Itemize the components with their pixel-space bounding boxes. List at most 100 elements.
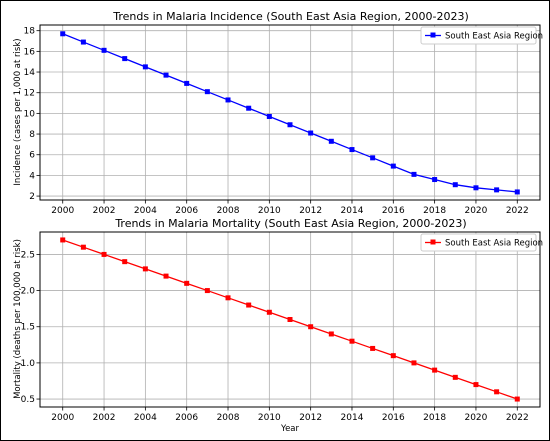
mortality-x-tick-label: 2016 <box>382 413 405 423</box>
incidence-y-axis-label: Incidence (cases per 1,000 at risk) <box>13 38 23 185</box>
incidence-markers <box>60 31 520 195</box>
incidence-legend-box <box>420 26 537 45</box>
mortality-data-point <box>287 317 293 322</box>
incidence-data-point <box>390 163 396 169</box>
incidence-x-tick-label: 2008 <box>217 206 240 216</box>
incidence-data-point <box>494 187 500 193</box>
incidence-data-point <box>184 80 190 86</box>
mortality-legend: South East Asia Region <box>420 233 543 252</box>
mortality-data-point <box>225 295 231 301</box>
mortality-x-tick-label: 2006 <box>175 413 198 423</box>
mortality-x-tick-label: 2020 <box>464 413 487 423</box>
incidence-grid <box>40 25 540 200</box>
incidence-x-tick-label: 2010 <box>258 206 281 216</box>
mortality-data-point <box>204 288 210 294</box>
incidence-data-point <box>473 185 479 191</box>
incidence-legend-label: South East Asia Region <box>445 32 543 42</box>
incidence-x-tick-label: 2018 <box>423 206 446 216</box>
incidence-data-point <box>266 113 272 119</box>
incidence-y-tick-label: 4 <box>29 171 35 181</box>
incidence-x-tick-label: 2020 <box>464 206 487 216</box>
mortality-y-tick-label: 1.5 <box>21 323 35 333</box>
incidence-data-point <box>328 138 334 144</box>
mortality-grid <box>40 232 540 407</box>
incidence-x-tick-label: 2002 <box>93 206 116 216</box>
mortality-data-point <box>473 382 479 388</box>
mortality-data-point <box>246 302 252 308</box>
incidence-x-tick-label: 2022 <box>506 206 529 216</box>
mortality-y-ticks: 0.5 1.0 1.5 2.0 2.5 <box>21 250 40 405</box>
incidence-data-point <box>163 72 169 78</box>
mortality-markers <box>60 237 520 402</box>
incidence-chart: Trends in Malaria Incidence (South East … <box>13 10 543 216</box>
mortality-legend-label: South East Asia Region <box>445 239 543 249</box>
mortality-data-point <box>452 374 458 380</box>
mortality-y-tick-label: 2.5 <box>21 250 35 260</box>
mortality-y-tick-label: 0.5 <box>21 395 35 405</box>
incidence-x-ticks: 2000 2002 2004 2006 2008 2010 2012 2014 2016 2018… <box>51 200 529 216</box>
mortality-data-point <box>514 396 520 402</box>
mortality-data-point <box>142 266 148 272</box>
mortality-y-tick-label: 1.0 <box>21 359 36 369</box>
mortality-x-tick-label: 2008 <box>217 413 240 423</box>
incidence-data-point <box>452 182 458 188</box>
mortality-x-tick-label: 2010 <box>258 413 281 423</box>
mortality-x-tick-label: 2000 <box>51 413 74 423</box>
incidence-data-point <box>287 122 293 128</box>
incidence-data-point <box>225 97 231 103</box>
mortality-x-tick-label: 2014 <box>341 413 364 423</box>
mortality-legend-box <box>420 233 537 252</box>
mortality-y-axis-label: Mortality (deaths per 100,000 at risk) <box>13 239 23 399</box>
mortality-data-point <box>308 324 314 330</box>
mortality-data-point <box>122 259 128 265</box>
mortality-data-point <box>328 331 334 337</box>
incidence-data-point <box>204 89 210 95</box>
incidence-title: Trends in Malaria Incidence (South East … <box>112 10 469 23</box>
mortality-x-ticks: 2000 2002 2004 2006 2008 2010 2012 2014 2016 2018… <box>51 407 529 423</box>
incidence-y-tick-label: 10 <box>24 109 36 119</box>
mortality-data-point <box>494 389 500 395</box>
mortality-chart: Trends in Malaria Mortality (South East … <box>13 217 543 434</box>
mortality-x-tick-label: 2022 <box>506 413 529 423</box>
incidence-x-tick-label: 2014 <box>341 206 364 216</box>
mortality-data-point <box>432 367 438 373</box>
mortality-x-axis-label: Year <box>280 424 300 434</box>
mortality-data-point <box>184 280 190 286</box>
mortality-plot-area <box>39 231 541 408</box>
incidence-data-point <box>122 56 128 62</box>
mortality-data-point <box>101 251 107 257</box>
incidence-data-point <box>308 130 314 136</box>
incidence-x-tick-label: 2012 <box>299 206 322 216</box>
incidence-data-point <box>514 189 520 195</box>
incidence-data-point <box>246 105 252 111</box>
mortality-x-tick-label: 2018 <box>423 413 446 423</box>
mortality-x-tick-label: 2002 <box>93 413 116 423</box>
incidence-y-tick-label: 2 <box>29 192 35 202</box>
mortality-y-tick-label: 2.0 <box>21 287 36 297</box>
mortality-data-point <box>411 360 417 366</box>
mortality-data-point <box>349 338 355 344</box>
mortality-legend-marker <box>430 239 436 245</box>
incidence-data-point <box>101 47 107 53</box>
incidence-data-point <box>432 177 438 183</box>
incidence-data-point <box>370 155 376 161</box>
mortality-data-point <box>390 353 396 359</box>
incidence-y-tick-label: 12 <box>24 89 35 99</box>
mortality-data-point <box>60 237 66 243</box>
incidence-y-tick-label: 6 <box>29 151 35 161</box>
incidence-y-ticks: 2 4 6 8 10 12 14 16 18 <box>24 27 40 202</box>
incidence-y-tick-label: 14 <box>24 68 36 78</box>
mortality-data-point <box>370 345 376 351</box>
incidence-x-tick-label: 2016 <box>382 206 405 216</box>
incidence-y-tick-label: 8 <box>29 130 35 140</box>
incidence-data-point <box>411 171 417 177</box>
incidence-y-tick-label: 16 <box>24 47 36 57</box>
incidence-plot-area <box>39 24 541 201</box>
incidence-legend: South East Asia Region <box>420 26 543 45</box>
mortality-x-tick-label: 2012 <box>299 413 322 423</box>
mortality-x-tick-label: 2004 <box>134 413 157 423</box>
incidence-x-tick-label: 2004 <box>134 206 157 216</box>
incidence-data-point <box>60 31 66 37</box>
incidence-y-tick-label: 18 <box>24 27 36 37</box>
